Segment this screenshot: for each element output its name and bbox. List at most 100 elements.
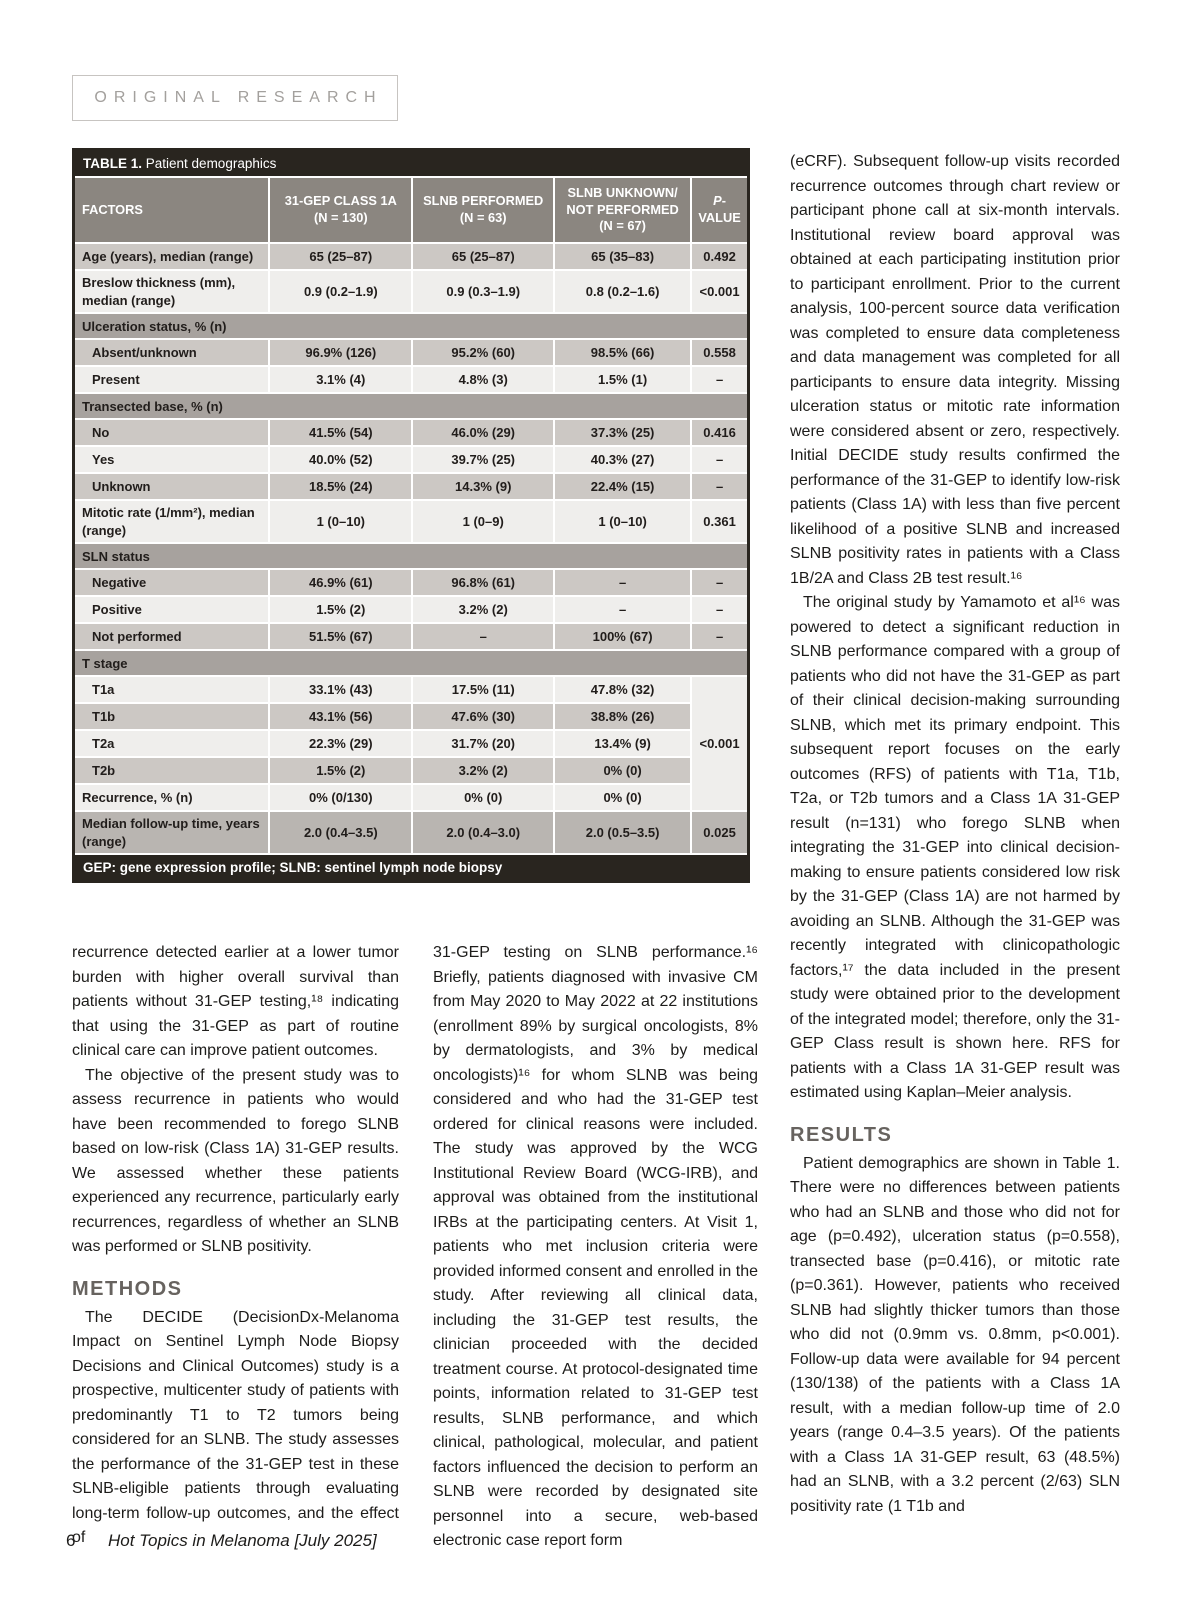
factor-cell: Unknown [72,472,271,502]
value-cell: 2.0 (0.5–3.5) [553,810,693,856]
table-row: T1a 33.1% (43) 17.5% (11) 47.8% (32) <0.001 [72,675,750,813]
value-cell: 1 (0–10) [553,499,693,545]
col-header-slnb-unknown: SLNB UNKNOWN/ NOT PERFORMED (N = 67) [553,176,693,244]
value-cell: 65 (25–87) [411,242,556,271]
section-heading: RESULTS [790,1123,893,1146]
col-header-31gep-class1a: 31-GEP CLASS 1A (N = 130) [268,176,414,244]
value-cell: 22.3% (29) [268,729,414,759]
value-cell: – [690,595,750,625]
col-header-pvalue: P-VALUE [690,176,750,244]
value-cell: 0.025 [690,810,750,856]
paragraph: 31-GEP testing on SLNB performance.¹⁶ Br… [433,944,758,1549]
factor-cell: Not performed [72,622,271,652]
table-row: Absent/unknown 96.9% (126) 95.2% (60) 98.5%… [72,338,750,368]
value-cell: 38.8% (26) [553,702,693,732]
value-cell: 17.5% (11) [411,675,556,705]
value-cell: 0% (0/130) [268,783,414,813]
paragraph: The objective of the present study was t… [72,1066,399,1256]
value-cell: 95.2% (60) [411,338,556,368]
value-cell: 43.1% (56) [268,702,414,732]
value-cell: 22.4% (15) [553,472,693,502]
factor-cell: Absent/unknown [72,338,271,368]
value-cell: 47.6% (30) [411,702,556,732]
paragraph: (eCRF). Subsequent follow-up visits reco… [790,153,1120,587]
value-cell: 2.0 (0.4–3.0) [411,810,556,856]
table-row: Negative 46.9% (61) 96.8% (61) – – [72,568,750,598]
factor-cell: T2b [72,756,271,786]
value-cell: 3.2% (2) [411,595,556,625]
page-number: 6 [66,1531,76,1550]
value-cell: 33.1% (43) [268,675,414,705]
table-row: Yes 40.0% (52) 39.7% (25) 40.3% (27) – [72,445,750,475]
section-label: T stage [72,649,750,678]
factor-cell: Positive [72,595,271,625]
table-title-row: TABLE 1. Patient demographics [73,149,749,177]
section-label: Ulceration status, % (n) [72,312,750,341]
value-cell: – [553,595,693,625]
factor-cell: T1b [72,702,271,732]
section-heading: METHODS [72,1277,183,1300]
paragraph: The original study by Yamamoto et al¹⁶ w… [790,594,1120,1101]
value-cell: 1.5% (2) [268,595,414,625]
table-section-row: SLN status [72,542,750,571]
factor-cell: Mitotic rate (1/mm²), median (range) [72,499,271,545]
value-cell: 0.416 [690,418,750,448]
value-cell: 51.5% (67) [268,622,414,652]
table-title-bold: TABLE 1. [83,156,143,171]
table-section-row: Ulceration status, % (n) [72,312,750,341]
table-row: Present 3.1% (4) 4.8% (3) 1.5% (1) – [72,365,750,395]
value-cell: 37.3% (25) [553,418,693,448]
value-cell: 4.8% (3) [411,365,556,395]
table-section-row: Transected base, % (n) [72,392,750,421]
table-header-row: FACTORS 31-GEP CLASS 1A (N = 130) SLNB P… [72,176,750,244]
value-cell: – [690,622,750,652]
column-right: (eCRF). Subsequent follow-up visits reco… [790,150,1120,1519]
table-row: No 41.5% (54) 46.0% (29) 37.3% (25) 0.416 [72,418,750,448]
table-title-rest: Patient demographics [142,156,277,171]
value-cell: 0.558 [690,338,750,368]
paragraph: recurrence detected earlier at a lower t… [72,944,399,1059]
column-left: recurrence detected earlier at a lower t… [72,941,399,1551]
factor-cell: Median follow-up time, years (range) [72,810,271,856]
value-cell: 0.8 (0.2–1.6) [553,268,693,315]
value-cell: – [690,568,750,598]
value-cell: 41.5% (54) [268,418,414,448]
table-row: Not performed 51.5% (67) –100% (67) – [72,622,750,652]
value-cell: – [690,445,750,475]
table-row: T2b 1.5% (2) 3.2% (2) 0% (0) [72,756,749,786]
factor-cell: Recurrence, % (n) [72,783,271,813]
value-cell: 65 (35–83) [553,242,693,271]
value-cell: <0.001 [690,268,750,315]
table-row: Age (years), median (range) 65 (25–87) 65 … [72,242,750,271]
value-cell: 98.5% (66) [553,338,693,368]
value-cell: 0% (0) [553,756,693,786]
demographics-table: TABLE 1. Patient demographics FACTORS 31… [72,148,750,884]
value-cell: 96.8% (61) [411,568,556,598]
factor-cell: T2a [72,729,271,759]
banner-label: ORIGINAL RESEARCH [94,89,383,106]
table-row: T2a 22.3% (29) 31.7% (20) 13.4% (9) [72,729,749,759]
value-cell: 1 (0–10) [268,499,414,545]
value-cell: 1.5% (1) [553,365,693,395]
table-title: TABLE 1. Patient demographics [73,149,749,177]
value-cell: 40.3% (27) [553,445,693,475]
value-cell: 31.7% (20) [411,729,556,759]
column-middle: 31-GEP testing on SLNB performance.¹⁶ Br… [433,941,758,1554]
col-header-slnb-performed: SLNB PERFORMED (N = 63) [411,176,556,244]
value-cell: – [690,472,750,502]
table-row: Median follow-up time, years (range) 2.0 … [72,810,750,856]
value-cell: 47.8% (32) [553,675,693,705]
value-cell: 40.0% (52) [268,445,414,475]
factor-cell: No [72,418,271,448]
table-row: Positive 1.5% (2) 3.2% (2) – – [72,595,750,625]
value-cell: 13.4% (9) [553,729,693,759]
section-label: Transected base, % (n) [72,392,750,421]
section-label: SLN status [72,542,750,571]
value-cell: 3.1% (4) [268,365,414,395]
table-row: Recurrence, % (n) 0% (0/130) 0% (0) 0% (0) [72,783,749,813]
value-cell: 0.361 [690,499,750,545]
value-cell: 0% (0) [553,783,693,813]
value-cell: 18.5% (24) [268,472,414,502]
factor-cell: Age (years), median (range) [72,242,271,271]
paragraph: The DECIDE (DecisionDx-Melanoma Impact o… [72,1308,399,1547]
